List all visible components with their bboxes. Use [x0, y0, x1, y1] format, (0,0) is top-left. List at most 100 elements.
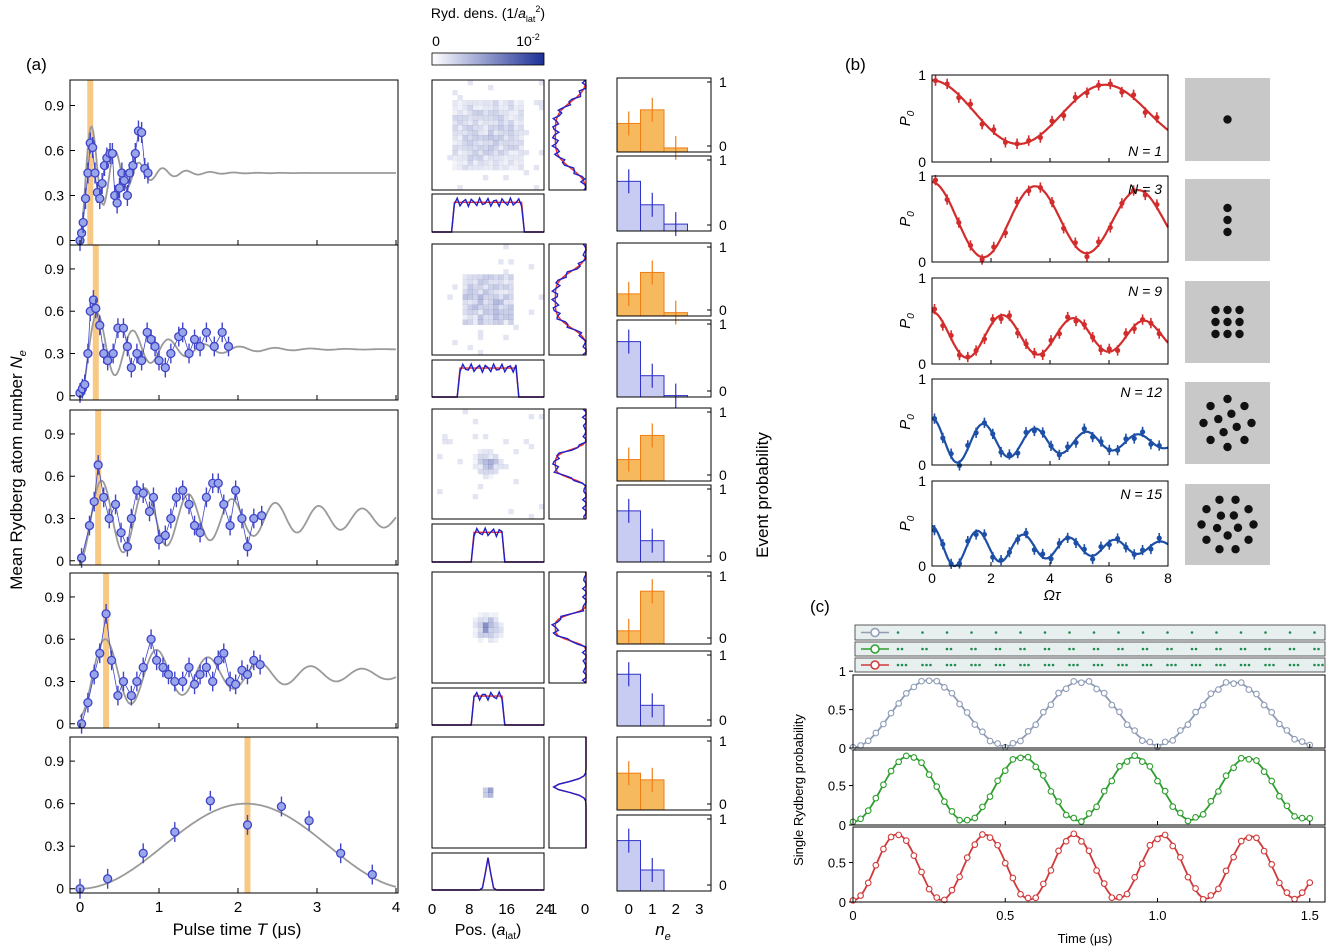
atom-dot	[1244, 505, 1253, 514]
density-pixel	[472, 617, 479, 623]
density-pixel	[462, 165, 468, 171]
density-pixel	[477, 130, 484, 136]
c-data-point	[1108, 894, 1116, 902]
strip-spot	[1145, 647, 1149, 651]
density-pixel	[503, 105, 509, 111]
density-pixel	[452, 339, 458, 346]
density-pixel	[477, 100, 484, 106]
density-pixel	[508, 284, 514, 290]
hist-y-tick-label: 1	[719, 74, 727, 90]
c-data-point	[1131, 874, 1139, 881]
c-x-tick-label: 1.0	[1148, 908, 1166, 923]
data-point	[125, 168, 135, 178]
data-point	[108, 348, 118, 359]
density-pixel	[472, 120, 479, 126]
density-pixel	[518, 120, 524, 126]
profile-line-blue	[432, 857, 544, 891]
strip-spot	[1264, 647, 1267, 651]
colorbar-min-label: 0	[432, 33, 440, 49]
density-pixel	[533, 185, 540, 191]
c-data-point	[1100, 787, 1108, 795]
atom-dot	[1212, 523, 1222, 533]
density-pixel	[472, 289, 479, 295]
density-pixel	[457, 100, 463, 106]
data-point	[144, 506, 155, 517]
ne-xlabel: ne	[655, 920, 671, 943]
b-data-point	[998, 557, 1004, 563]
strip-spot	[904, 663, 908, 667]
density-pixel	[508, 130, 514, 136]
b-data-point	[1148, 546, 1154, 552]
data-point	[118, 676, 129, 687]
density-pixel	[477, 150, 484, 156]
density-pixel	[452, 90, 458, 96]
atom-dot	[1223, 203, 1232, 213]
strip-spot	[900, 647, 904, 651]
density-pixel	[518, 135, 524, 141]
strip-spot	[1243, 647, 1247, 651]
data-point	[76, 553, 87, 563]
y-tick-label: 0.9	[45, 589, 65, 605]
b-data-point	[981, 420, 988, 426]
density-pixel	[472, 632, 479, 638]
density-pixel	[503, 314, 509, 320]
data-point	[205, 796, 216, 806]
b-y-tick-label: 0	[918, 457, 926, 473]
density-pixel	[498, 627, 504, 633]
c-data-point	[1070, 677, 1078, 685]
strip-spot	[1219, 647, 1222, 651]
b-data-point	[1156, 331, 1162, 337]
b-data-point	[956, 352, 963, 358]
density-pixel	[498, 115, 504, 121]
density-pixel	[508, 274, 514, 280]
b-data-point	[1106, 447, 1112, 453]
b-data-point	[1130, 92, 1137, 98]
density-pixel	[452, 100, 458, 106]
density-pixel	[467, 294, 474, 300]
rot-profile-red	[554, 244, 587, 355]
data-point	[83, 348, 93, 359]
density-pixel	[488, 792, 494, 798]
atom-dot	[1223, 227, 1232, 237]
c-data-point	[948, 886, 956, 894]
b-data-point	[1090, 556, 1096, 562]
density-pixel	[482, 792, 489, 798]
strip-spot	[1215, 631, 1218, 634]
c-data-point	[910, 683, 918, 691]
c-data-point	[1062, 837, 1070, 845]
density-pixel	[493, 304, 499, 310]
data-point	[201, 662, 212, 673]
b-data-point	[1026, 188, 1032, 194]
density-map-frame	[431, 736, 545, 849]
density-pixel	[482, 105, 489, 111]
density-pixel	[472, 115, 479, 121]
c-data-point	[1085, 678, 1093, 685]
b-data-point	[1139, 547, 1146, 553]
density-pixel	[477, 135, 484, 141]
strip-spot	[925, 647, 928, 651]
density-pixel	[488, 160, 494, 166]
strip-spot	[1121, 647, 1124, 651]
c-data-point	[1032, 763, 1040, 771]
b-data-point	[1073, 318, 1079, 324]
b-data-point	[1115, 447, 1121, 453]
c-data-point	[1009, 756, 1017, 763]
density-pixel	[493, 160, 499, 166]
fit-curve	[80, 802, 397, 890]
b-data-point	[1065, 314, 1071, 320]
pos-xlabel: Pos. (alat)	[455, 922, 522, 942]
b-data-point	[1131, 326, 1137, 332]
density-pixel	[467, 140, 474, 146]
colorbar-max-label: 10-2	[516, 32, 540, 49]
density-pixel	[508, 319, 514, 326]
density-pixel	[493, 274, 499, 280]
b-data-point	[948, 561, 954, 567]
b-data-point	[1048, 337, 1054, 343]
c-data-point	[1222, 772, 1230, 780]
c-data-point	[1154, 835, 1161, 843]
b-data-point	[1056, 540, 1062, 546]
density-pixel	[513, 449, 519, 455]
density-pixel	[503, 120, 509, 126]
density-pixel	[477, 289, 484, 295]
c-data-point	[902, 837, 910, 844]
